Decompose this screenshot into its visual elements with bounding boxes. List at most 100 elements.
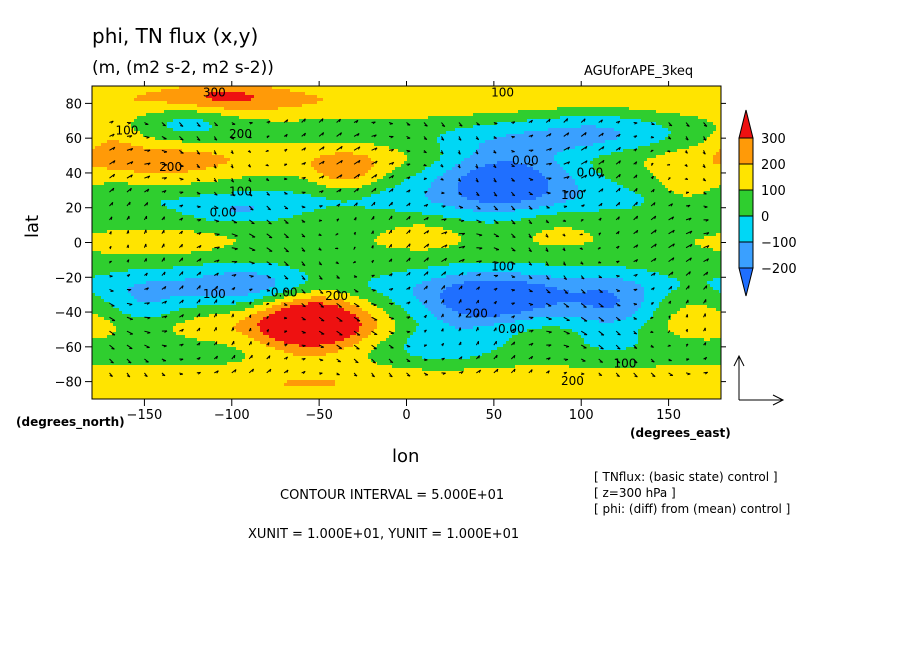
flux-vector-head xyxy=(284,148,288,152)
flux-vector xyxy=(580,330,588,336)
contour-label: 200 xyxy=(465,306,488,320)
flux-vector-head xyxy=(672,243,675,247)
colorbar-cap-bottom xyxy=(738,267,754,297)
flux-vector-head xyxy=(689,257,692,261)
flux-vector-head xyxy=(684,151,688,154)
flux-vector-head xyxy=(213,152,217,155)
y-tick-label: −60 xyxy=(55,341,82,356)
flux-vector-head xyxy=(372,289,376,292)
flux-vector-head xyxy=(685,343,689,347)
flux-vector-head xyxy=(585,146,588,150)
flux-vector xyxy=(650,229,657,235)
flux-vector-head xyxy=(285,356,289,360)
flux-vector-head xyxy=(442,357,445,361)
flux-vector-head xyxy=(286,119,289,123)
flux-vector-head xyxy=(357,133,360,137)
flux-vector-head xyxy=(129,188,132,192)
flux-vector-head xyxy=(164,164,168,167)
flux-vector xyxy=(441,244,448,249)
flux-vector-head xyxy=(108,260,112,264)
flux-vector-head xyxy=(266,316,269,320)
flux-vector-head xyxy=(654,243,657,247)
flux-vector-head xyxy=(320,359,324,362)
flux-vector-head xyxy=(688,271,691,275)
flux-vector-head xyxy=(652,375,656,378)
flux-vector-head xyxy=(426,257,429,261)
flux-vector xyxy=(248,219,255,225)
flux-vector-head xyxy=(180,343,184,347)
flux-vector-head xyxy=(600,119,603,123)
flux-vector-head xyxy=(651,162,654,166)
flux-vector xyxy=(580,302,587,308)
flux-vector-head xyxy=(653,272,656,276)
flux-vector-head xyxy=(196,152,201,155)
flux-vector-head xyxy=(127,259,130,263)
y-tick-label: 80 xyxy=(65,97,82,112)
flux-vector-head xyxy=(340,146,343,150)
contour-label: 0.00 xyxy=(577,165,604,179)
flux-vector-head xyxy=(390,258,393,262)
flux-vector-head xyxy=(198,327,201,331)
colorbar-segment xyxy=(738,215,754,243)
flux-vector-head xyxy=(146,136,150,139)
flux-vector-head xyxy=(669,190,672,194)
flux-vector-head xyxy=(354,232,356,236)
colorbar-label: −200 xyxy=(761,262,797,277)
flux-vector-head xyxy=(687,373,691,376)
flux-vector-head xyxy=(530,356,534,360)
flux-vector-head xyxy=(530,134,534,138)
flux-vector-head xyxy=(686,124,690,127)
flux-vector-head xyxy=(265,150,269,153)
flux-vector-head xyxy=(322,132,325,136)
flux-vector-head xyxy=(181,257,184,261)
flux-vector-head xyxy=(267,342,270,346)
flux-vector-head xyxy=(597,247,601,250)
flux-vector-head xyxy=(355,120,359,124)
flux-vector-head xyxy=(651,302,654,306)
flux-vector-head xyxy=(234,248,238,251)
flux-vector-head xyxy=(266,303,270,306)
flux-vector-head xyxy=(670,286,673,290)
flux-vector-head xyxy=(546,277,550,280)
flux-vector-head xyxy=(635,161,638,165)
flux-vector-head xyxy=(180,138,184,141)
flux-vector-head xyxy=(426,230,430,234)
flux-vector xyxy=(109,344,115,350)
colorbar-label: 300 xyxy=(761,132,786,147)
flux-vector-head xyxy=(181,328,184,332)
flux-vector-head xyxy=(528,222,533,225)
flux-vector-head xyxy=(426,285,428,289)
flux-vector-head xyxy=(565,346,570,348)
y-tick-label: 60 xyxy=(65,132,82,147)
flux-vector-head xyxy=(408,272,411,276)
flux-vector-head xyxy=(443,218,447,222)
flux-vector-head xyxy=(705,219,709,222)
flux-vector-head xyxy=(373,201,376,206)
flux-vector-head xyxy=(563,277,567,280)
flux-vector-head xyxy=(163,151,168,153)
x-tick-label: 50 xyxy=(486,408,503,423)
flux-vector-head xyxy=(668,315,671,319)
flux-vector-head xyxy=(634,135,638,139)
flux-vector-head xyxy=(440,165,444,168)
flux-vector-head xyxy=(163,216,165,220)
flux-vector-head xyxy=(231,194,235,197)
flux-vector xyxy=(563,302,570,308)
flux-vector-head xyxy=(181,271,184,275)
flux-vector-head xyxy=(162,374,166,377)
flux-vector-head xyxy=(250,208,254,211)
flux-vector-head xyxy=(440,178,444,181)
contour-label: 200 xyxy=(159,160,182,174)
flux-vector xyxy=(563,161,570,165)
flux-vector-head xyxy=(197,371,201,375)
flux-vector-head xyxy=(600,203,603,207)
colorbar-label: −100 xyxy=(761,236,797,251)
flux-vector-head xyxy=(479,234,483,237)
flux-vector-head xyxy=(163,203,166,207)
flux-vector-head xyxy=(667,137,672,140)
flux-vector-head xyxy=(512,121,516,125)
flux-vector xyxy=(126,330,134,335)
flux-vector-head xyxy=(319,372,323,375)
flux-vector-head xyxy=(128,361,132,364)
flux-vector-head xyxy=(423,178,427,181)
